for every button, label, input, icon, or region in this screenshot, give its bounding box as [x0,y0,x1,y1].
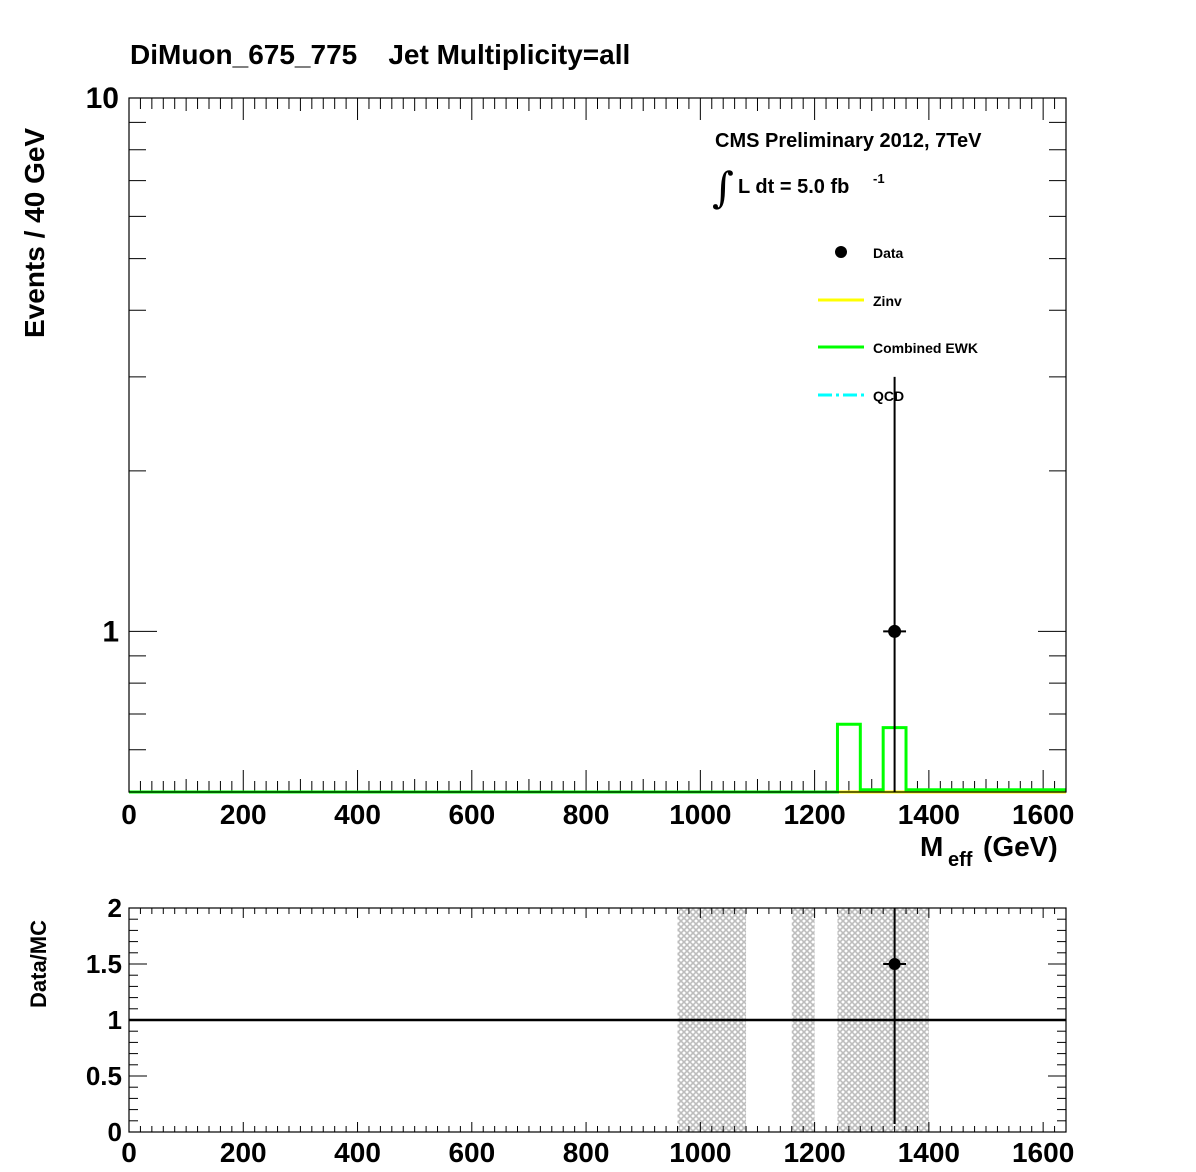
legend-marker-data [835,246,847,258]
x-tick-label-main: 1000 [669,799,731,830]
x-tick-label-main: 200 [220,799,267,830]
legend-label-qcd: QCD [873,388,904,404]
y-tick-label-ratio: 0.5 [86,1061,122,1091]
x-axis-label-sub: eff [948,849,973,871]
legend-label-zinv: Zinv [873,293,902,309]
x-tick-label-main: 400 [334,799,381,830]
legend-entry-qcd: QCD [818,388,904,404]
x-tick-label-ratio: 800 [563,1137,610,1168]
x-tick-label-main: 1600 [1012,799,1074,830]
y-axis-label: Events / 40 GeV [19,128,50,338]
x-tick-label-ratio: 600 [448,1137,495,1168]
legend-entry-ewk: Combined EWK [818,340,978,356]
chart-title: DiMuon_675_775 Jet Multiplicity=all [130,39,630,70]
legend-label-data: Data [873,245,904,261]
x-tick-label-ratio: 400 [334,1137,381,1168]
legend-label-ewk: Combined EWK [873,340,978,356]
lumi-exponent: -1 [873,171,885,186]
x-tick-label-ratio: 1000 [669,1137,731,1168]
main-series [129,377,1066,792]
y-tick-label-ratio: 1.5 [86,949,122,979]
x-tick-label-ratio: 1200 [783,1137,845,1168]
main-plot-frame [129,98,1066,792]
x-tick-label-main: 1200 [783,799,845,830]
x-axis-label: M eff (GeV) [920,831,1058,871]
x-axis-label-main: M [920,831,943,862]
x-tick-label-main: 1400 [898,799,960,830]
y-tick-label-main: 10 [86,82,119,115]
x-tick-label-ratio: 0 [121,1137,137,1168]
y-tick-label-ratio: 1 [108,1005,122,1035]
x-tick-label-main: 600 [448,799,495,830]
cms-label: CMS Preliminary 2012, 7TeV [715,130,982,152]
legend-entry-data: Data [835,245,904,261]
x-tick-label-main: 0 [121,799,137,830]
y-tick-label-ratio: 0 [108,1117,122,1147]
ratio-point-0 [889,958,901,970]
legend: Data Zinv Combined EWK QCD [818,245,978,404]
y-tick-label-ratio: 2 [108,893,122,923]
ratio-y-axis-label: Data/MC [26,920,51,1008]
main-axis-ticks [129,98,1066,792]
lumi-text: L dt = 5.0 fb [738,176,849,198]
x-tick-label-main: 800 [563,799,610,830]
integral-symbol: ∫ [712,163,734,212]
x-tick-label-ratio: 1600 [1012,1137,1074,1168]
x-tick-label-ratio: 200 [220,1137,267,1168]
legend-entry-zinv: Zinv [818,293,902,309]
x-tick-label-ratio: 1400 [898,1137,960,1168]
y-tick-label-main: 1 [102,615,119,648]
data-point-0 [888,625,901,638]
x-axis-label-unit: (GeV) [983,831,1058,862]
